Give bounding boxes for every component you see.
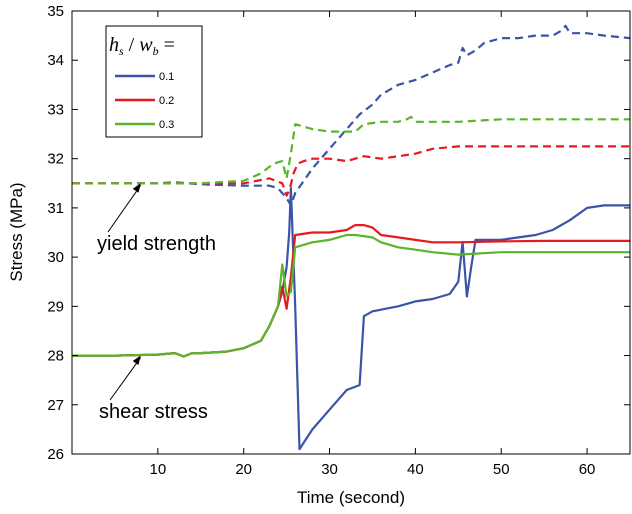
legend-entry-0-3: 0.3 bbox=[115, 119, 174, 131]
legend-label: 0.3 bbox=[159, 119, 174, 131]
x-tick-label: 60 bbox=[579, 461, 596, 478]
y-tick-label: 29 bbox=[47, 298, 64, 315]
series-line-yield-0-1 bbox=[72, 24, 630, 207]
legend-entry-0-2: 0.2 bbox=[115, 95, 174, 107]
y-tick-label: 35 bbox=[47, 3, 64, 20]
x-axis-label: Time (second) bbox=[297, 488, 405, 507]
y-tick-label: 28 bbox=[47, 348, 64, 365]
annotation-layer: yield strength shear stress bbox=[97, 183, 216, 423]
legend-entry-0-1: 0.1 bbox=[115, 71, 174, 83]
series-line-yield-0-3 bbox=[72, 115, 630, 185]
legend-title-h-sub: s bbox=[119, 44, 124, 58]
legend-title-w: w bbox=[139, 34, 153, 56]
legend-title-w-sub: b bbox=[153, 44, 159, 58]
series-layer bbox=[72, 24, 630, 451]
x-tick-label: 20 bbox=[235, 461, 252, 478]
legend-title-slash: / bbox=[124, 34, 140, 56]
y-tick-label: 33 bbox=[47, 101, 64, 118]
y-tick-label: 27 bbox=[47, 397, 64, 414]
legend-label: 0.1 bbox=[159, 71, 174, 83]
y-tick-label: 26 bbox=[47, 446, 64, 463]
series-line-yield-0-2 bbox=[72, 145, 630, 197]
y-tick-label: 32 bbox=[47, 151, 64, 168]
y-tick-label: 34 bbox=[47, 52, 64, 69]
series-line-shear-0-3 bbox=[72, 233, 630, 358]
legend-label: 0.2 bbox=[159, 95, 174, 107]
legend-title-equals: = bbox=[159, 34, 175, 56]
y-axis-label: Stress (MPa) bbox=[7, 182, 26, 281]
ticks-layer: 10 20 30 40 50 60 26 27 28 29 30 31 32 33 34 35 bbox=[47, 3, 630, 478]
y-tick-label: 31 bbox=[47, 200, 64, 217]
x-tick-label: 40 bbox=[407, 461, 424, 478]
annotation-arrow-yield bbox=[107, 183, 142, 233]
legend-items: 0.1 0.2 0.3 bbox=[115, 71, 174, 131]
legend: hs / wb = 0.1 0.2 0.3 bbox=[105, 25, 203, 138]
annotation-shear-stress: shear stress bbox=[99, 401, 208, 423]
x-tick-label: 50 bbox=[493, 461, 510, 478]
legend-box bbox=[105, 25, 203, 138]
plot-frame bbox=[71, 10, 631, 455]
x-tick-label: 10 bbox=[150, 461, 167, 478]
x-tick-label: 30 bbox=[321, 461, 338, 478]
legend-title: hs / wb = bbox=[109, 34, 175, 58]
annotation-arrow-shear bbox=[109, 355, 142, 401]
annotation-yield-strength: yield strength bbox=[97, 233, 216, 255]
legend-title-h: h bbox=[109, 34, 119, 56]
y-tick-label: 30 bbox=[47, 249, 64, 266]
